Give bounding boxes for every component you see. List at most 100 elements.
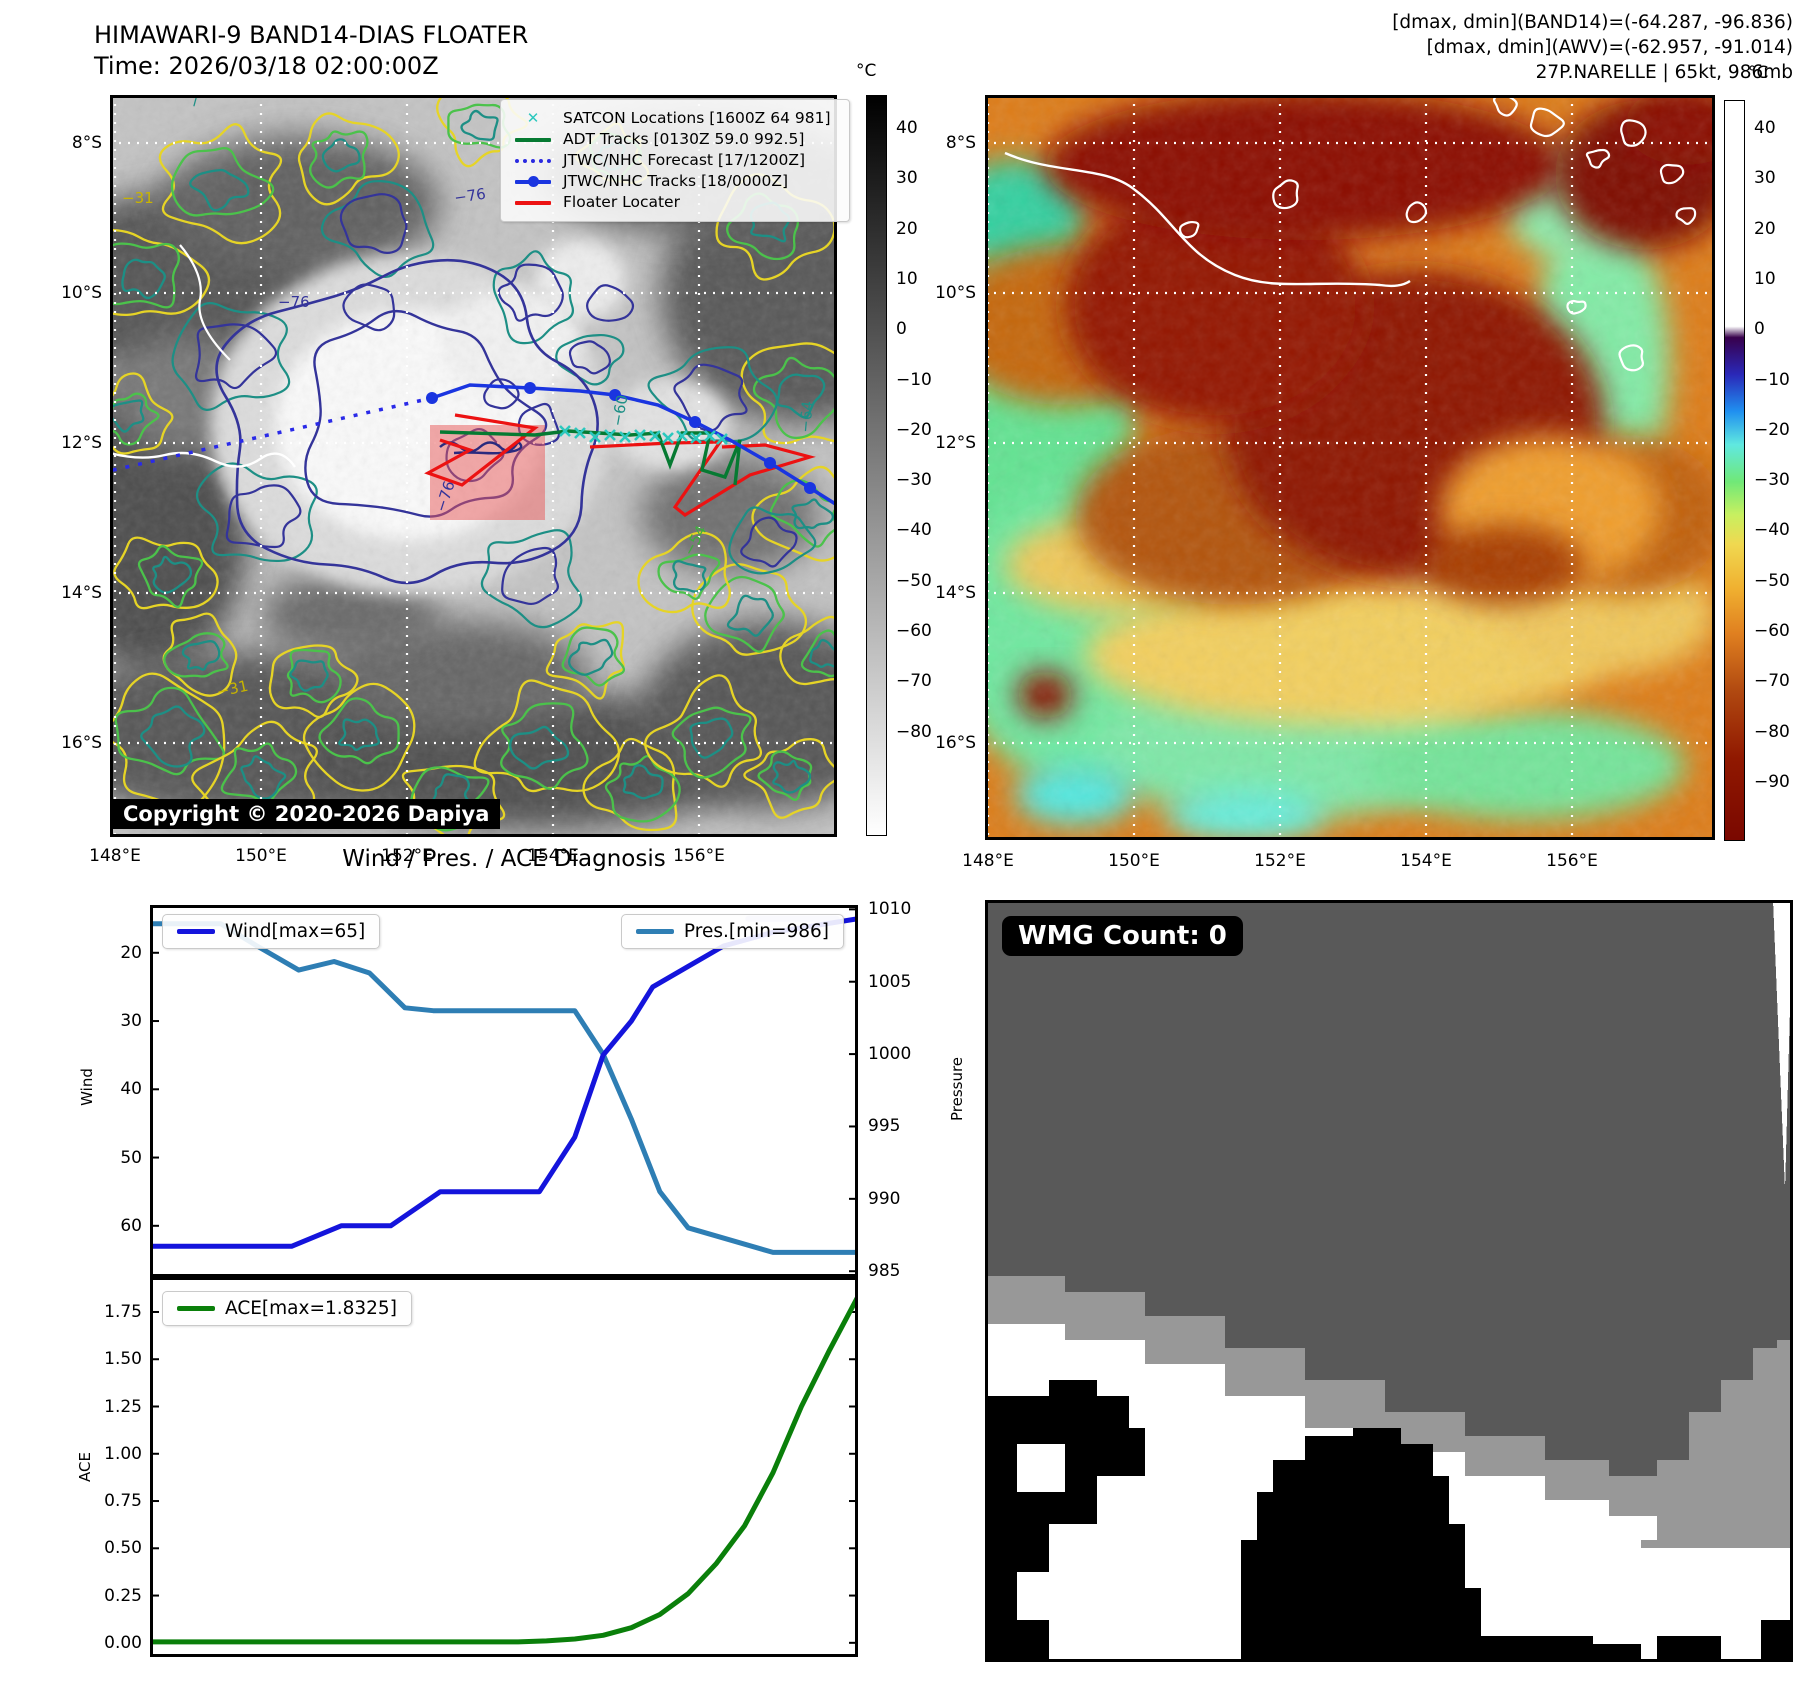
ace-y-tick: 1.75 (104, 1301, 142, 1322)
ace-line-icon (177, 1306, 215, 1311)
ir-contour (170, 147, 275, 217)
jtwc-track (431, 383, 838, 507)
cold-spot-contour (483, 378, 520, 410)
ir-contour (545, 621, 625, 700)
pressure-y-tick: 1010 (868, 899, 912, 920)
ir-contour (704, 575, 785, 653)
band14-colorbar-tick: 40 (896, 118, 918, 138)
legend-label: SATCON Locations [1600Z 64 981] (563, 109, 831, 127)
ace-y-tick: 1.00 (104, 1443, 142, 1464)
cold-ring-contour (215, 258, 599, 585)
jtwc-track-point (804, 482, 816, 494)
wmg-white-notch (1065, 1540, 1113, 1588)
ace-legend: ACE[max=1.8325] (162, 1291, 412, 1326)
wind-y-tick: 30 (120, 1011, 142, 1032)
legend-row-floater: Floater Locater (513, 192, 839, 213)
island-coastline (1178, 220, 1200, 239)
awv-colorbar-unit: °C (1748, 63, 1769, 83)
ir-contour (113, 536, 219, 610)
ir-contour (561, 626, 626, 687)
awv-colorbar-tick: −60 (1754, 621, 1790, 641)
awv-map-panel (945, 85, 1745, 840)
map1-x-tick: 148°E (89, 846, 141, 866)
map2-x-tick: 148°E (962, 851, 1014, 871)
band14-colorbar-tick: −20 (896, 419, 932, 440)
jtwc-forecast-track (99, 396, 433, 475)
chart-border (150, 1277, 858, 1657)
map2-y-tick: 16°S (935, 733, 976, 753)
pressure-axis-label: Pressure (948, 1056, 967, 1122)
ir-contour (647, 346, 779, 443)
satcon-marker (619, 431, 631, 443)
satcon-marker (634, 429, 646, 441)
island-coastline (1659, 163, 1685, 185)
map1-x-tick: 152°E (381, 846, 433, 866)
ir-contour (743, 738, 840, 819)
chart-border (150, 905, 858, 1277)
band14-colorbar-tick: 20 (896, 218, 918, 239)
floater-track (589, 440, 816, 517)
ir-contour (181, 640, 221, 671)
legend-label: ADT Tracks [0130Z 59.0 992.5] (563, 130, 805, 148)
adt-line-icon (515, 137, 551, 142)
ir-contour (637, 531, 731, 614)
island-coastline (1529, 107, 1565, 138)
awv-colorbar-tick: 0 (1754, 319, 1765, 340)
jtwc-track-point (524, 382, 536, 394)
ir-contour (689, 717, 734, 759)
ir-contour (473, 679, 621, 793)
map2-y-tick: 14°S (935, 583, 976, 603)
awv-satellite-image (945, 85, 1745, 840)
dmax-dmin-awv: [dmax, dmin](AWV)=(-62.957, -91.014) (1426, 37, 1793, 58)
ir-contour (497, 263, 564, 322)
band14-colorbar-tick: −70 (896, 671, 932, 692)
band14-colorbar-tick: −60 (896, 621, 932, 641)
ir-contour (772, 759, 812, 794)
legend-row-adt: ADT Tracks [0130Z 59.0 992.5] (513, 129, 839, 150)
wind-y-tick: 20 (120, 942, 142, 963)
wind-y-tick: 60 (120, 1215, 142, 1236)
map1-y-tick: 14°S (61, 583, 102, 603)
awv-colorbar-tick: −40 (1754, 520, 1790, 541)
ir-contour (240, 755, 287, 800)
map-border (985, 95, 1715, 840)
jtwc-track-point (689, 416, 701, 428)
awv-colorbar-tick: 20 (1754, 218, 1776, 239)
band14-colorbar-tick: 0 (896, 319, 907, 340)
ir-contour (163, 632, 229, 678)
jtwc-track-point (609, 389, 621, 401)
pres-line-icon (635, 929, 674, 934)
satcon-marker (704, 430, 716, 442)
wmg-image (985, 900, 1793, 1662)
floater-line-icon (515, 200, 551, 205)
ir-contour (339, 193, 408, 254)
series-Wind[max=65] (150, 916, 858, 1249)
wind-y-tick: 50 (120, 1147, 142, 1168)
awv-colorbar-tick: −80 (1754, 721, 1790, 742)
island-coastline (1272, 179, 1299, 210)
ir-contour (726, 594, 774, 637)
ir-contour (318, 697, 400, 765)
ir-contour (567, 638, 614, 676)
awv-colorbar-tick: −20 (1754, 419, 1790, 440)
wind-y-tick: 40 (120, 1079, 142, 1100)
map1-y-tick: 12°S (61, 433, 102, 453)
legend-label: JTWC/NHC Forecast [17/1200Z] (563, 151, 806, 169)
storm-id-intensity: 27P.NARELLE | 65kt, 986mb (1535, 62, 1793, 83)
satcon-marker (716, 433, 728, 445)
ir-contour (114, 686, 226, 776)
legend-label: JTWC/NHC Tracks [18/0000Z] (563, 172, 789, 190)
ir-contour (152, 555, 193, 594)
map2-x-tick: 152°E (1254, 851, 1306, 871)
forecast-dotted-icon (515, 158, 551, 163)
island-coastline (1675, 207, 1697, 225)
ir-contour (121, 258, 166, 300)
band14-colorbar-tick: −80 (896, 721, 932, 742)
map2-y-tick: 10°S (935, 283, 976, 303)
ir-contour (728, 506, 817, 575)
wind-legend-label: Wind[max=65] (225, 921, 366, 942)
noise-texture (985, 95, 1715, 840)
legend-label: Floater Locater (563, 193, 680, 211)
map1-x-tick: 156°E (673, 846, 725, 866)
